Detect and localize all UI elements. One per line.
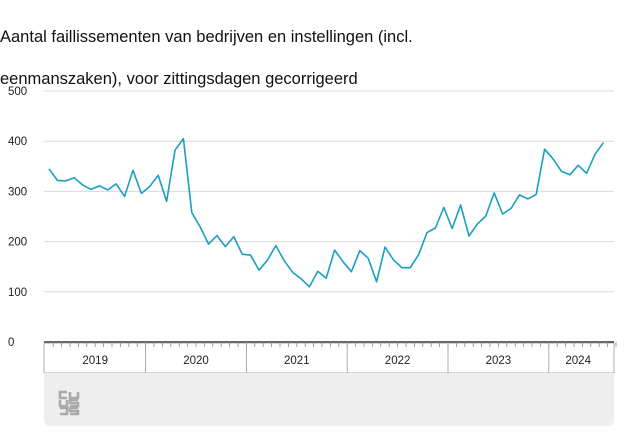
- data-point: [283, 260, 285, 262]
- data-point: [157, 174, 159, 176]
- data-point: [510, 207, 512, 209]
- data-point: [224, 245, 226, 247]
- data-point: [149, 185, 151, 187]
- data-point: [434, 227, 436, 229]
- data-point: [535, 193, 537, 195]
- data-point: [426, 231, 428, 233]
- data-point: [300, 278, 302, 280]
- data-point: [216, 234, 218, 236]
- data-point: [275, 244, 277, 246]
- data-point: [308, 286, 310, 288]
- data-point: [468, 235, 470, 237]
- data-point: [543, 148, 545, 150]
- y-tick-label-500: 500: [8, 86, 27, 98]
- x-axis: 2019 2020 2021 2022 2023 2024: [43, 341, 617, 374]
- data-point: [594, 153, 596, 155]
- data-point: [527, 198, 529, 200]
- data-point: [552, 158, 554, 160]
- data-point: [98, 185, 100, 187]
- x-year-label-2024: 2024: [565, 355, 591, 367]
- data-point: [333, 249, 335, 251]
- chart-title: Aantal faillissementen van bedrijven en …: [0, 6, 625, 111]
- data-point: [485, 215, 487, 217]
- data-point: [115, 183, 117, 185]
- series-line: [48, 137, 605, 288]
- data-point: [342, 261, 344, 263]
- x-year-label-2022: 2022: [385, 355, 411, 367]
- chart-title-line-2: eenmanszaken), voor zittingsdagen gecorr…: [0, 70, 358, 88]
- data-point: [476, 223, 478, 225]
- data-point: [90, 188, 92, 190]
- data-point: [81, 184, 83, 186]
- data-point: [409, 267, 411, 269]
- data-point: [602, 142, 604, 144]
- data-point: [123, 195, 125, 197]
- data-point: [350, 271, 352, 273]
- data-point: [233, 235, 235, 237]
- y-tick-label-0: 0: [8, 337, 14, 349]
- cbs-logo-icon: [58, 390, 80, 416]
- data-point: [401, 267, 403, 269]
- data-point: [174, 149, 176, 151]
- data-point: [359, 249, 361, 251]
- data-point: [207, 243, 209, 245]
- data-point: [577, 164, 579, 166]
- data-point: [560, 170, 562, 172]
- data-point: [191, 211, 193, 213]
- data-point: [585, 172, 587, 174]
- x-year-label-2020: 2020: [183, 355, 209, 367]
- data-point: [493, 192, 495, 194]
- data-point: [241, 253, 243, 255]
- data-point: [266, 259, 268, 261]
- x-year-label-2021: 2021: [284, 355, 310, 367]
- data-point: [392, 259, 394, 261]
- data-point: [199, 226, 201, 228]
- y-tick-label-200: 200: [8, 237, 27, 249]
- data-point: [249, 254, 251, 256]
- data-point: [417, 254, 419, 256]
- data-point: [443, 206, 445, 208]
- data-point: [325, 277, 327, 279]
- x-year-label-2023: 2023: [486, 355, 512, 367]
- data-point: [258, 269, 260, 271]
- footer-panel: [44, 373, 614, 426]
- data-point: [569, 174, 571, 176]
- x-year-label-2019: 2019: [82, 355, 108, 367]
- data-point: [56, 179, 58, 181]
- data-point: [375, 281, 377, 283]
- data-point: [518, 194, 520, 196]
- data-point: [501, 213, 503, 215]
- y-tick-label-400: 400: [8, 136, 27, 148]
- data-point: [48, 168, 50, 170]
- data-point: [291, 271, 293, 273]
- data-point: [182, 138, 184, 140]
- y-tick-label-100: 100: [8, 287, 27, 299]
- y-axis: 0 100 200 300 400 500: [8, 86, 27, 349]
- series-group: [48, 137, 605, 288]
- data-point: [384, 246, 386, 248]
- data-point: [165, 200, 167, 202]
- data-point: [451, 227, 453, 229]
- data-point: [132, 169, 134, 171]
- data-point: [459, 204, 461, 206]
- data-point: [367, 257, 369, 259]
- data-point: [73, 177, 75, 179]
- gridlines: [44, 90, 614, 293]
- data-point: [317, 270, 319, 272]
- x-axis-band: [43, 342, 615, 374]
- data-point: [65, 180, 67, 182]
- data-point: [140, 192, 142, 194]
- y-tick-label-300: 300: [8, 186, 27, 198]
- data-point: [107, 189, 109, 191]
- chart-title-line-1: Aantal faillissementen van bedrijven en …: [0, 28, 413, 46]
